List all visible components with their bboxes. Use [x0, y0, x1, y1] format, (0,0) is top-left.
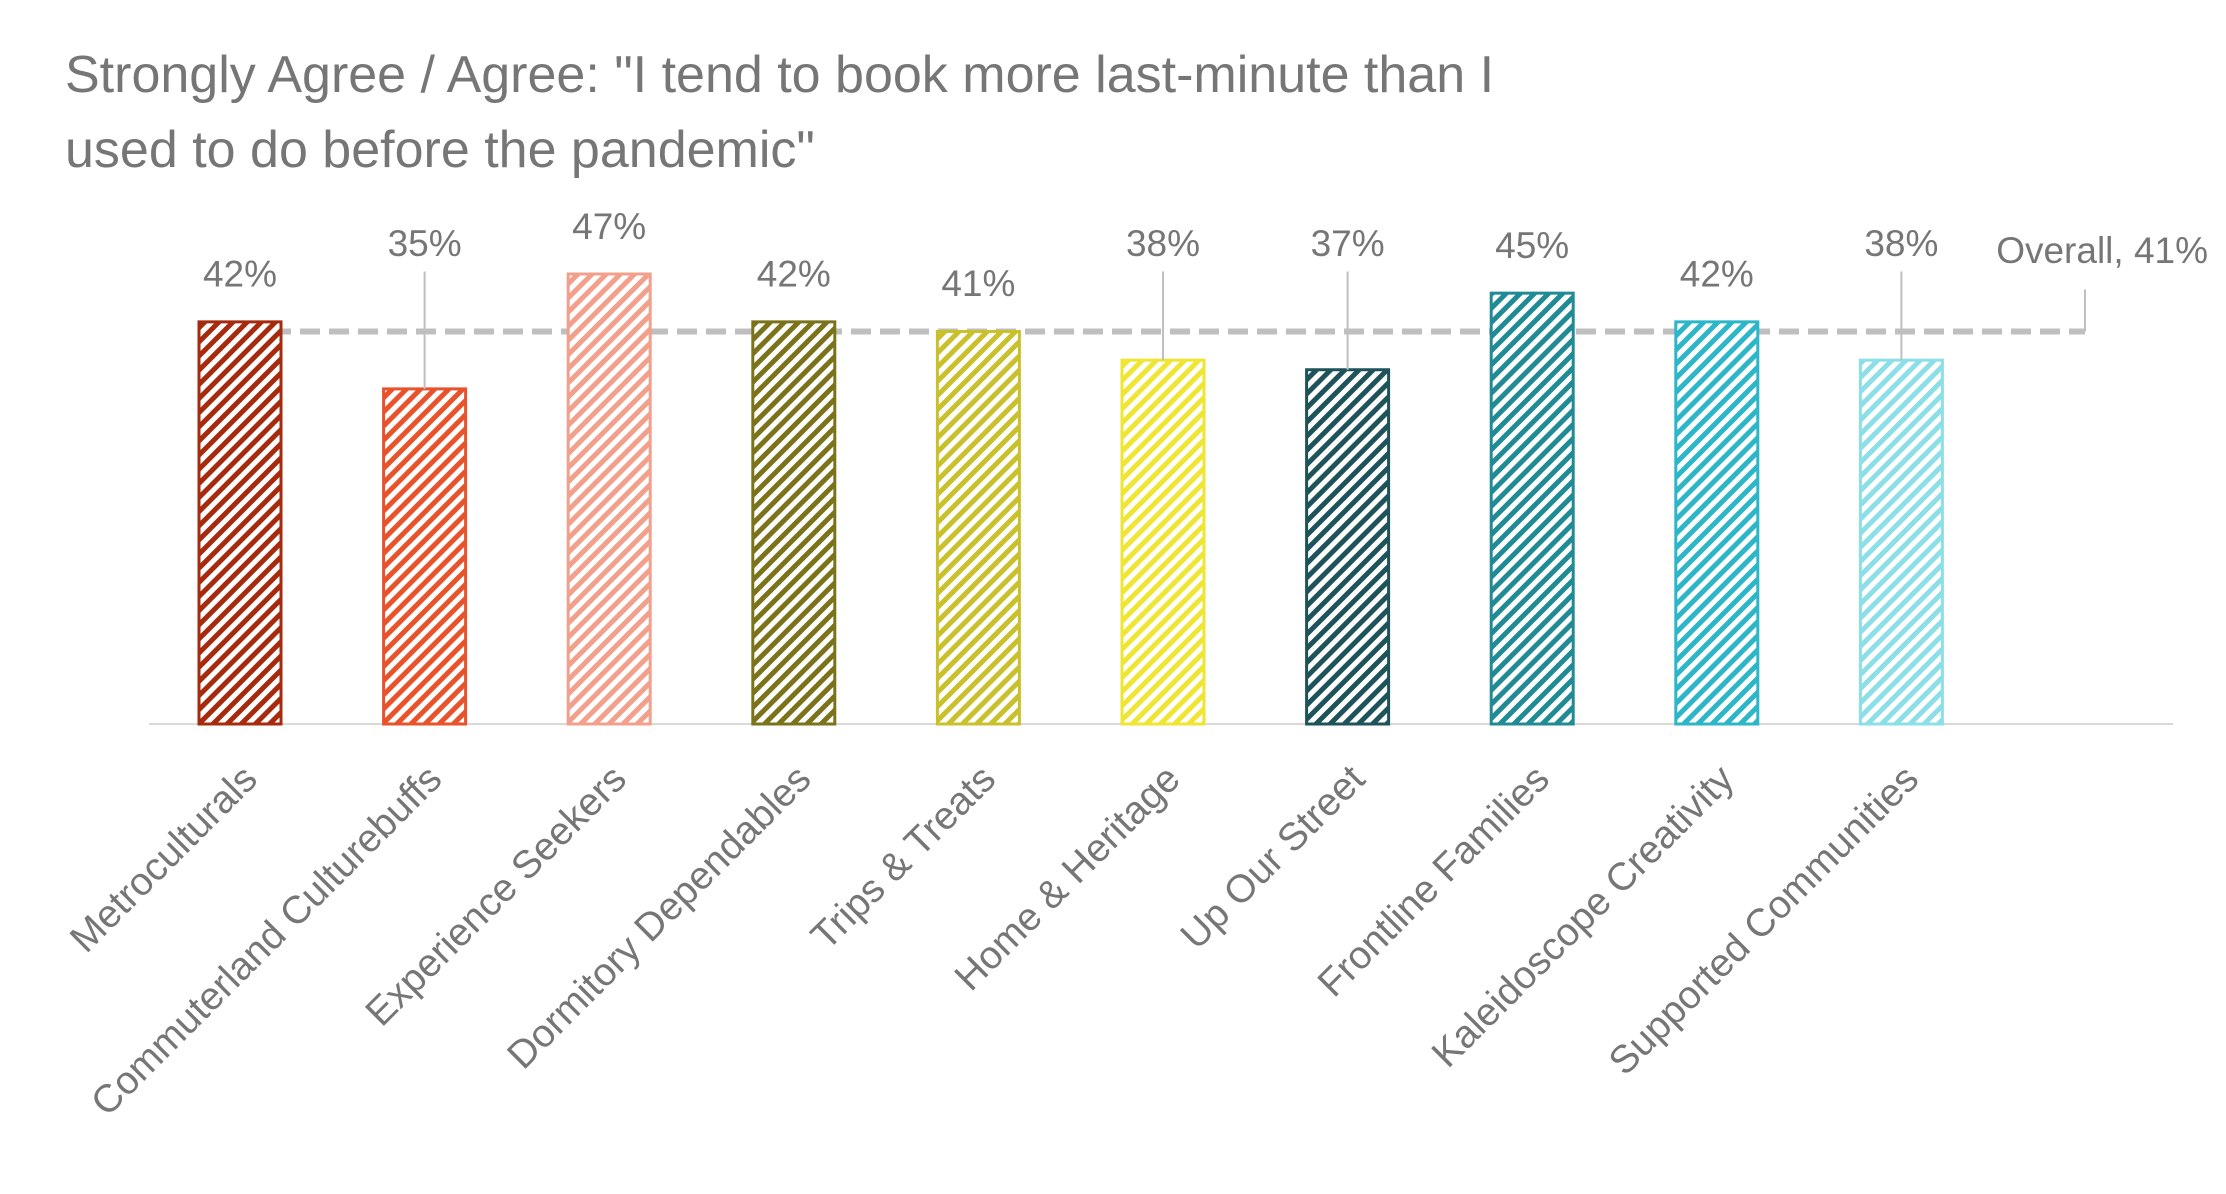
x-tick-label: Kaleidoscope Creativity: [1424, 757, 1743, 1076]
value-label: 42%: [757, 254, 831, 295]
value-label: 42%: [203, 254, 277, 295]
value-label: 38%: [1864, 223, 1938, 264]
value-label: 41%: [941, 263, 1015, 304]
chart-title: Strongly Agree / Agree: "I tend to book …: [65, 46, 1494, 179]
bar: [751, 320, 837, 726]
value-label: 47%: [572, 206, 646, 247]
bar: [1674, 320, 1760, 726]
bar: [1305, 368, 1391, 726]
value-label: 45%: [1495, 225, 1569, 266]
bar: [382, 387, 468, 726]
x-tick-label: Metroculturals: [62, 757, 266, 961]
x-tick-label: Dormitory Dependables: [499, 757, 819, 1077]
x-tick-label: Trips & Treats: [803, 757, 1004, 958]
bar: [197, 320, 283, 726]
value-label: 42%: [1680, 254, 1754, 295]
value-label: 38%: [1126, 223, 1200, 264]
bar: [1858, 358, 1944, 726]
x-tick-label: Supported Communities: [1601, 757, 1927, 1083]
reference-label: Overall, 41%: [1996, 230, 2208, 271]
bar: [566, 272, 652, 726]
x-tick-label: Commuterland Culturebuffs: [83, 757, 450, 1124]
bar: [1120, 358, 1206, 726]
bar: [1489, 291, 1575, 726]
value-label: 35%: [388, 223, 462, 264]
x-tick-label: Up Our Street: [1173, 757, 1374, 958]
value-label: 37%: [1311, 223, 1385, 264]
bar: [935, 329, 1021, 726]
